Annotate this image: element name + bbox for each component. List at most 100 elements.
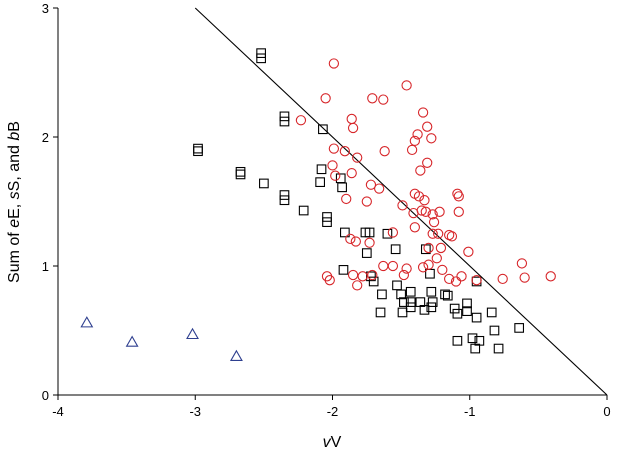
- data-points: [80, 48, 556, 361]
- square-point: [259, 178, 269, 189]
- circle-point: [435, 242, 447, 254]
- square-point: [338, 265, 349, 275]
- square-point: [449, 303, 460, 314]
- square-point: [392, 280, 402, 291]
- circle-point: [378, 94, 389, 105]
- circle-point: [453, 191, 464, 202]
- circle-point: [341, 193, 352, 205]
- circle-point: [374, 183, 385, 194]
- square-point: [486, 307, 497, 318]
- circle-point: [339, 146, 351, 157]
- circle-point: [427, 209, 438, 220]
- circle-point: [347, 269, 359, 281]
- square-point: [425, 268, 435, 279]
- square-point: [399, 297, 409, 307]
- circle-point: [378, 260, 389, 272]
- x-tick-label: -3: [189, 404, 201, 419]
- square-point: [474, 335, 485, 346]
- square-point: [235, 166, 246, 177]
- circle-point: [352, 280, 363, 291]
- circle-point: [437, 264, 448, 276]
- x-tick-label: 0: [603, 404, 610, 419]
- circle-point: [379, 146, 390, 157]
- square-point: [514, 323, 525, 333]
- circle-point: [364, 237, 375, 248]
- y-tick-label: 0: [42, 388, 49, 403]
- y-tick-label: 1: [42, 259, 49, 274]
- circle-point: [450, 276, 462, 287]
- circle-point: [330, 170, 341, 181]
- circle-point: [545, 271, 556, 282]
- circle-point: [413, 191, 425, 202]
- triangle-point: [186, 327, 199, 340]
- circle-point: [327, 160, 338, 171]
- circle-point: [463, 246, 474, 257]
- square-point: [361, 248, 372, 258]
- square-point: [256, 48, 266, 58]
- circle-point: [446, 231, 458, 242]
- circle-point: [422, 157, 433, 168]
- circle-point: [409, 222, 420, 233]
- circle-point: [328, 143, 340, 154]
- circle-point: [423, 259, 434, 270]
- circle-point: [516, 258, 528, 269]
- y-tick-label: 2: [42, 130, 49, 145]
- circle-point: [324, 275, 335, 286]
- square-point: [471, 312, 482, 323]
- y-ticks: 0 1 2 3: [42, 1, 58, 403]
- square-point: [279, 195, 290, 206]
- circle-point: [423, 242, 434, 254]
- x-tick-label: -4: [52, 404, 64, 419]
- circle-point: [497, 273, 508, 285]
- circle-point: [328, 58, 340, 69]
- circle-point: [519, 272, 530, 283]
- square-point: [382, 228, 393, 239]
- circle-point: [431, 253, 442, 264]
- circle-point: [415, 165, 426, 176]
- square-point: [442, 290, 453, 301]
- circle-point: [416, 205, 427, 216]
- square-point: [489, 325, 500, 336]
- x-axis-label: vV: [323, 434, 342, 451]
- circle-point: [357, 271, 368, 282]
- circle-point: [417, 262, 429, 273]
- square-point: [462, 306, 472, 317]
- square-point: [467, 333, 478, 344]
- circle-point: [412, 129, 423, 140]
- square-point: [279, 116, 290, 127]
- circle-point: [352, 152, 363, 163]
- circle-point: [428, 216, 440, 228]
- square-point: [377, 289, 387, 300]
- circle-point: [347, 122, 359, 134]
- circle-point: [320, 93, 331, 104]
- square-point: [427, 297, 438, 307]
- circle-point: [398, 269, 410, 281]
- square-point: [193, 146, 203, 157]
- square-point: [368, 276, 379, 287]
- square-point: [405, 297, 416, 307]
- square-point: [235, 169, 246, 180]
- x-tick-label: -1: [464, 404, 476, 419]
- circle-point: [401, 263, 412, 274]
- square-point: [340, 227, 350, 238]
- circle-point: [420, 206, 431, 217]
- circle-point: [345, 233, 356, 245]
- square-point: [493, 343, 504, 354]
- square-point: [279, 111, 290, 122]
- square-point: [318, 124, 328, 135]
- reference-line: [194, 7, 608, 396]
- square-point: [397, 307, 408, 318]
- triangle-point: [80, 316, 94, 328]
- triangle-point: [229, 349, 243, 361]
- circle-point: [387, 260, 399, 272]
- square-point: [322, 212, 332, 222]
- circle-point: [409, 135, 420, 147]
- square-point: [452, 335, 463, 346]
- square-point: [279, 190, 290, 200]
- reference-line-layer: [194, 7, 608, 396]
- y-tick-label: 3: [42, 1, 49, 16]
- square-point: [335, 173, 346, 184]
- square-point: [366, 271, 376, 282]
- circle-point: [434, 206, 445, 217]
- square-point: [315, 177, 325, 188]
